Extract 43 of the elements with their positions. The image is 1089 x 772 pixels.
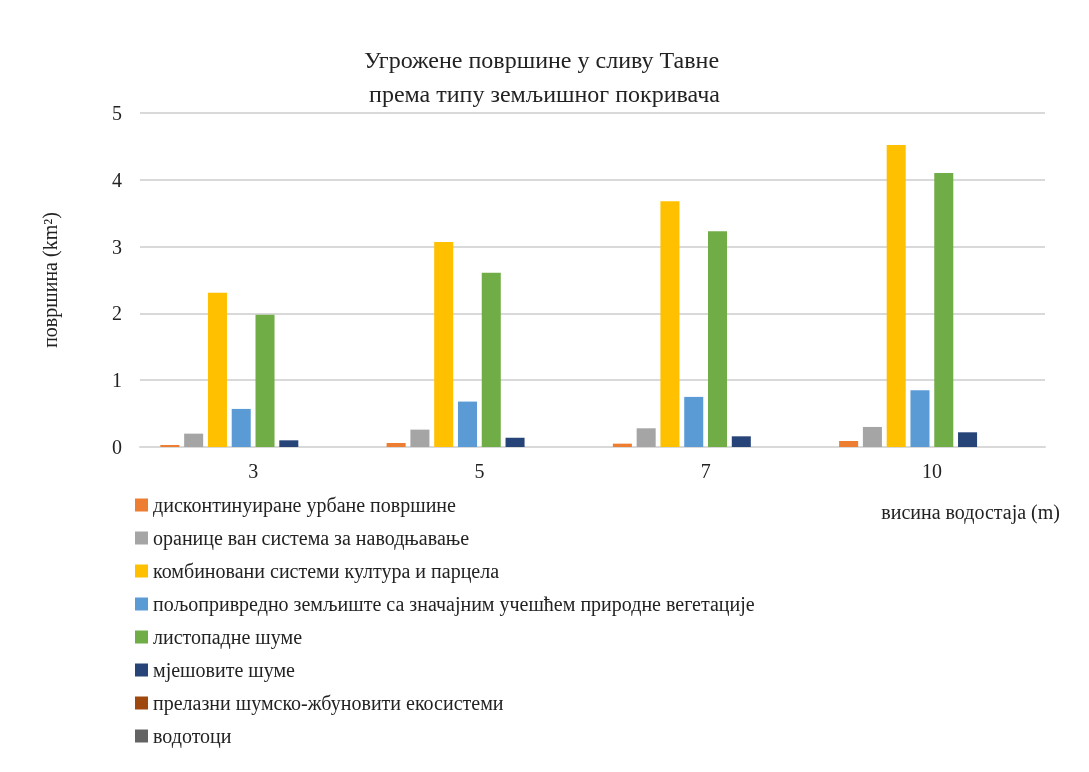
bar <box>481 272 501 447</box>
x-tick-label: 10 <box>921 460 942 482</box>
bar <box>386 442 406 447</box>
legend-label: комбиновани системи култура и парцела <box>153 560 500 583</box>
bar <box>231 408 251 447</box>
bar <box>910 390 930 447</box>
bar <box>207 292 227 447</box>
legend-label: прелазни шумско-жбуновити екосистеми <box>153 692 504 715</box>
bar <box>636 428 656 447</box>
y-tick-label: 0 <box>112 436 122 458</box>
legend-label: мјешовите шуме <box>153 659 296 682</box>
bar <box>862 426 882 447</box>
y-tick-label: 5 <box>112 102 122 124</box>
y-tick-label: 3 <box>112 235 122 258</box>
bar <box>434 241 454 447</box>
x-axis-title: висина водостаја (m) <box>881 501 1060 524</box>
bar <box>839 440 859 447</box>
bar <box>184 433 204 447</box>
bar <box>505 437 525 447</box>
y-axis-title: површина (km²) <box>39 212 62 348</box>
bar <box>457 401 477 447</box>
x-tick-label: 3 <box>248 460 259 482</box>
bar <box>410 429 430 447</box>
x-tick-label: 7 <box>700 460 711 482</box>
y-tick-label: 2 <box>112 302 122 325</box>
bar <box>958 432 978 447</box>
chart-title: Угрожене површине у сливу Тавне према типу земљишног покривача <box>363 47 726 107</box>
bar <box>886 145 906 447</box>
legend-label: водотоци <box>153 725 232 748</box>
bar <box>934 173 954 447</box>
bar <box>279 440 299 447</box>
legend-label: дисконтинуиране урбане површине <box>153 494 457 517</box>
bar <box>660 201 680 447</box>
y-tick-label: 1 <box>112 369 122 392</box>
bar <box>731 436 751 447</box>
legend-label: листопадне шуме <box>153 626 303 649</box>
legend-label: пољопривредно земљиште са значајним учешћем природне вегетације <box>153 593 755 616</box>
legend-label: оранице ван система за наводњавање <box>153 527 470 550</box>
bar <box>708 231 728 447</box>
bar <box>684 396 704 447</box>
bar <box>255 314 275 447</box>
x-tick-label: 5 <box>474 460 485 482</box>
y-tick-label: 4 <box>112 168 122 191</box>
